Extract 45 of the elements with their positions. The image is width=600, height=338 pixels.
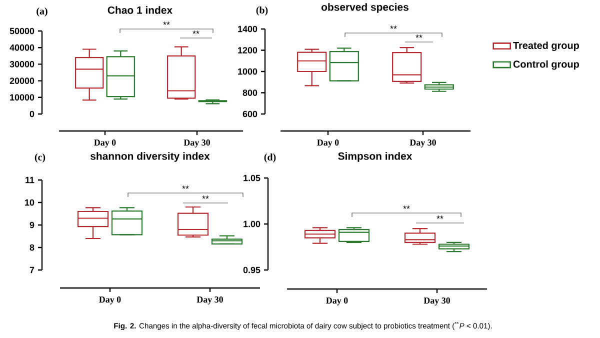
text: ** (163, 22, 170, 25)
y-tick-label: 7 (30, 266, 34, 274)
x-tick-label: Day 30 (424, 298, 450, 306)
y-tick-label: 8 (30, 244, 34, 251)
annotation: ** (192, 30, 200, 34)
y-tick-label: 1200 (238, 47, 258, 54)
text: (d) (264, 153, 276, 163)
y-tick-label: 9 (30, 222, 34, 228)
y-tick-label: 30000 (10, 61, 34, 68)
x-tick-label: Day 30 (196, 296, 223, 304)
x-tick-label: Day 0 (99, 296, 121, 304)
annotation: ** (182, 186, 189, 189)
x-tick-label: Day 0 (326, 298, 348, 306)
chart-title: observed species (322, 3, 408, 13)
y-tick-label: 50000 (10, 28, 34, 34)
chart-title: shannon diversity index (90, 152, 210, 162)
x-tick-label: Day 30 (184, 140, 210, 148)
y-tick-label: 20000 (10, 78, 34, 84)
y-tick-label: 800 (242, 90, 258, 96)
annotation: ** (416, 34, 422, 38)
y-tick-label: 1400 (238, 26, 258, 32)
x-tick-label: Day 30 (410, 140, 436, 148)
y-tick-label: 40000 (10, 44, 34, 51)
annotation: ** (436, 216, 444, 219)
y-tick-label: 600 (242, 110, 258, 118)
text: (c) (34, 153, 46, 163)
x-tick-label: Day 0 (94, 140, 116, 148)
y-tick-label: 0 (30, 110, 34, 118)
y-tick-label: 10000 (10, 94, 34, 101)
chart-title: Simpson index (338, 152, 412, 162)
legend-label: Control group (513, 60, 579, 70)
y-tick-label: 1.00 (244, 220, 260, 228)
x-tick-label: Day 0 (317, 140, 339, 148)
y-tick-label: 1.05 (244, 174, 260, 182)
text: (a) (36, 7, 48, 17)
annotation: ** (202, 196, 209, 199)
legend-label: Treated group (513, 42, 580, 52)
text: (b) (256, 6, 268, 16)
y-tick-label: 0.95 (243, 266, 260, 274)
y-tick-label: 10 (25, 199, 34, 206)
y-tick-label: 11 (26, 176, 34, 184)
annotation: ** (403, 206, 410, 209)
chart-title: Chao 1 index (108, 6, 172, 14)
text: ** (390, 26, 397, 29)
y-tick-label: 1000 (238, 68, 258, 75)
